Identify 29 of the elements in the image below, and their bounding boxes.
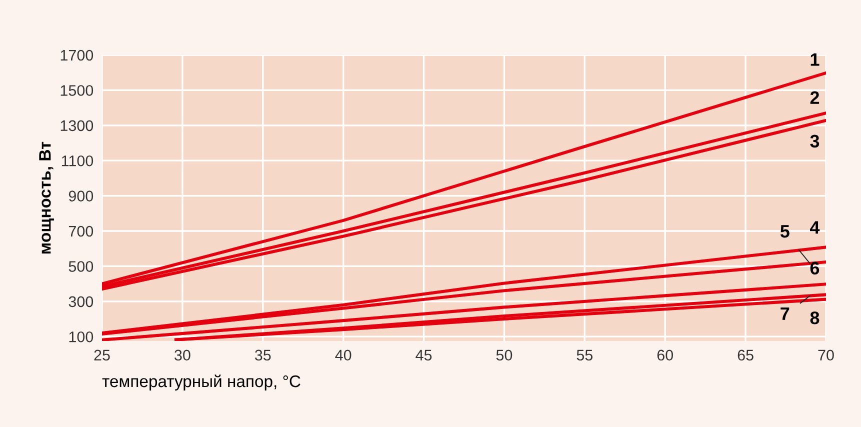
y-tick-label: 100 xyxy=(69,331,94,342)
x-tick-label: 70 xyxy=(818,350,834,361)
annotation: 8 xyxy=(810,311,820,324)
annotation: 4 xyxy=(810,221,820,234)
annotation: 7 xyxy=(780,307,790,320)
x-tick-label: 40 xyxy=(335,350,352,361)
x-tick-label: 30 xyxy=(174,350,190,361)
y-tick-label: 300 xyxy=(68,296,94,308)
annotation: 3 xyxy=(810,134,820,148)
x-tick-label: 55 xyxy=(576,350,593,361)
x-axis-title: температурный напор, °C xyxy=(102,374,300,391)
y-axis-title: мощность, Вт xyxy=(39,142,54,254)
annotation: 6 xyxy=(810,262,820,275)
x-tick-label: 50 xyxy=(496,350,512,361)
x-tick-label: 25 xyxy=(94,350,110,361)
x-tick-label: 60 xyxy=(657,350,674,361)
y-tick-label: 1300 xyxy=(60,120,94,132)
y-tick-label: 500 xyxy=(68,261,94,272)
y-tick-label: 1100 xyxy=(62,155,94,166)
annotation: 2 xyxy=(810,91,820,104)
x-tick-label: 45 xyxy=(416,350,432,361)
y-tick-label: 1700 xyxy=(60,50,94,61)
y-tick-label: 900 xyxy=(68,190,94,202)
x-tick-label: 65 xyxy=(738,350,754,361)
x-tick-label: 35 xyxy=(254,350,271,361)
annotation: 1 xyxy=(810,53,820,66)
y-tick-label: 700 xyxy=(68,226,94,237)
y-tick-label: 1500 xyxy=(60,85,94,96)
annotation: 5 xyxy=(780,225,790,238)
